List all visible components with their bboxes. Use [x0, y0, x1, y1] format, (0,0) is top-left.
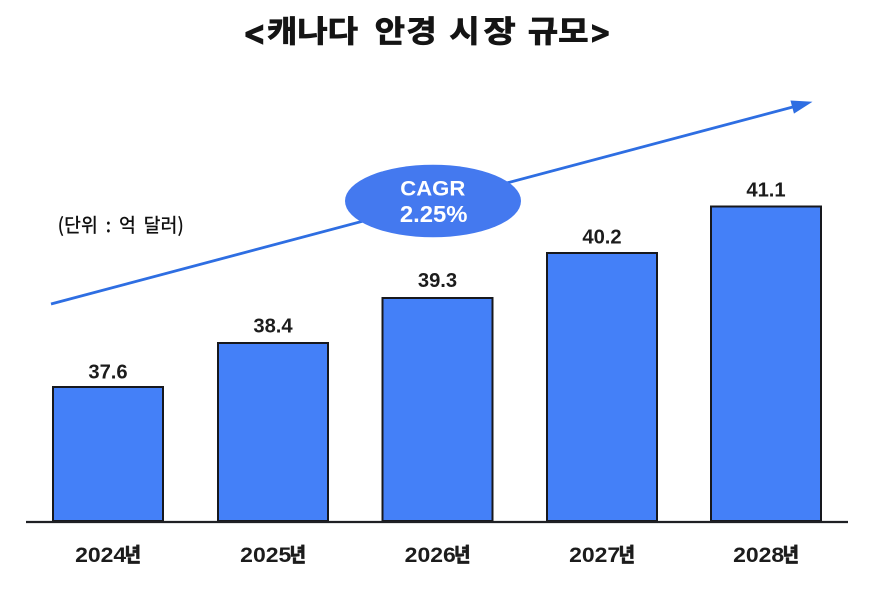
- svg-text:2027: 2027: [569, 544, 620, 567]
- svg-text:39.3: 39.3: [418, 270, 457, 292]
- svg-text:2026: 2026: [405, 544, 456, 567]
- svg-text:40.2: 40.2: [582, 227, 621, 249]
- svg-text:41.1: 41.1: [746, 180, 785, 202]
- svg-text:2028: 2028: [733, 544, 784, 567]
- svg-text:2024: 2024: [75, 544, 126, 567]
- svg-text:2.25%: 2.25%: [400, 201, 468, 227]
- svg-text:38.4: 38.4: [253, 316, 293, 338]
- svg-text:2025: 2025: [240, 544, 291, 567]
- svg-text:37.6: 37.6: [88, 362, 127, 384]
- svg-text:CAGR: CAGR: [400, 176, 465, 201]
